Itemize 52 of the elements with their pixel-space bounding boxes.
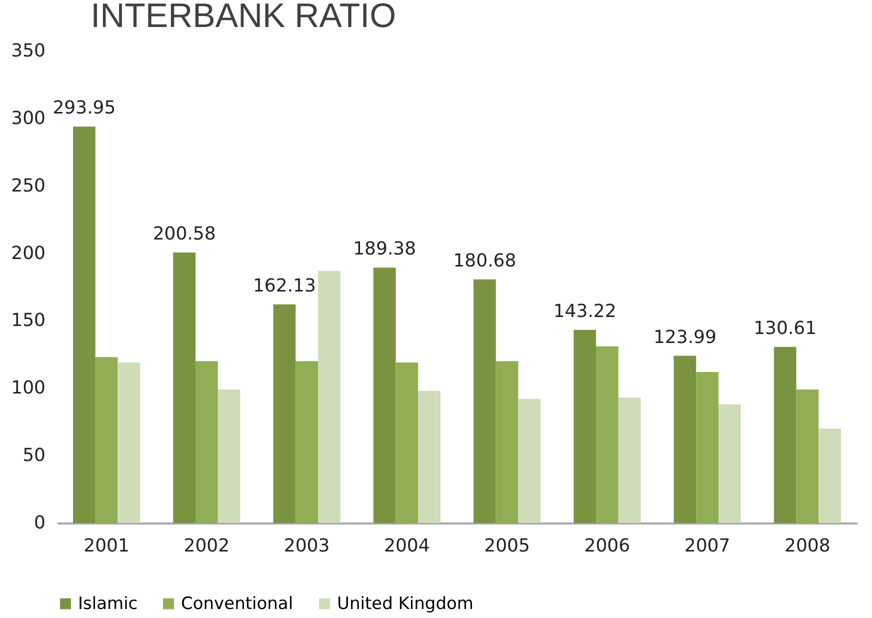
bar [596, 346, 618, 523]
bar [696, 372, 718, 523]
data-label: 143.22 [553, 300, 616, 322]
data-label: 189.38 [353, 238, 416, 260]
x-tick-label: 2001 [84, 536, 130, 556]
data-label: 180.68 [453, 250, 516, 272]
x-tick-label: 2007 [684, 536, 730, 556]
data-label: 123.99 [653, 326, 716, 348]
bar [474, 279, 496, 523]
y-tick-label: 250 [11, 175, 46, 196]
x-tick-label: 2004 [384, 536, 430, 556]
y-tick-label: 300 [11, 108, 46, 129]
bar [796, 389, 819, 523]
bar [718, 404, 741, 523]
data-label: 130.61 [754, 318, 817, 339]
bar [218, 389, 240, 523]
y-tick-label: 0 [34, 512, 46, 534]
data-label: 293.95 [52, 98, 116, 119]
bar [95, 357, 118, 523]
data-label: 162.13 [252, 275, 316, 296]
bar [118, 362, 140, 523]
bar [674, 356, 696, 523]
bar [273, 304, 296, 523]
y-tick-label: 200 [11, 242, 46, 264]
bar [373, 268, 396, 523]
x-tick-label: 2002 [184, 536, 230, 556]
bar [418, 390, 440, 523]
bar [318, 270, 340, 523]
bar [173, 252, 196, 523]
legend-label: Islamic [78, 594, 138, 614]
bar [574, 330, 596, 523]
y-tick-label: 100 [11, 378, 46, 399]
y-tick-label: 50 [22, 445, 46, 466]
data-label: 200.58 [152, 224, 216, 245]
bar [774, 346, 796, 523]
x-tick-label: 2005 [484, 536, 530, 556]
y-tick-label: 150 [11, 310, 46, 332]
x-tick-label: 2008 [784, 536, 830, 556]
bar [396, 362, 418, 523]
bar [618, 398, 641, 523]
bar [818, 428, 841, 523]
legend-label: United Kingdom [337, 594, 474, 614]
legend-label: Conventional [181, 594, 294, 614]
x-tick-label: 2006 [584, 536, 630, 556]
bar [496, 361, 518, 523]
bar [196, 361, 218, 523]
bar [518, 398, 541, 523]
chart-title: INTERBANK RATIO [90, 0, 396, 35]
x-tick-label: 2003 [284, 536, 330, 556]
y-tick-label: 350 [11, 40, 46, 62]
bar [296, 361, 318, 523]
bar [73, 126, 96, 523]
